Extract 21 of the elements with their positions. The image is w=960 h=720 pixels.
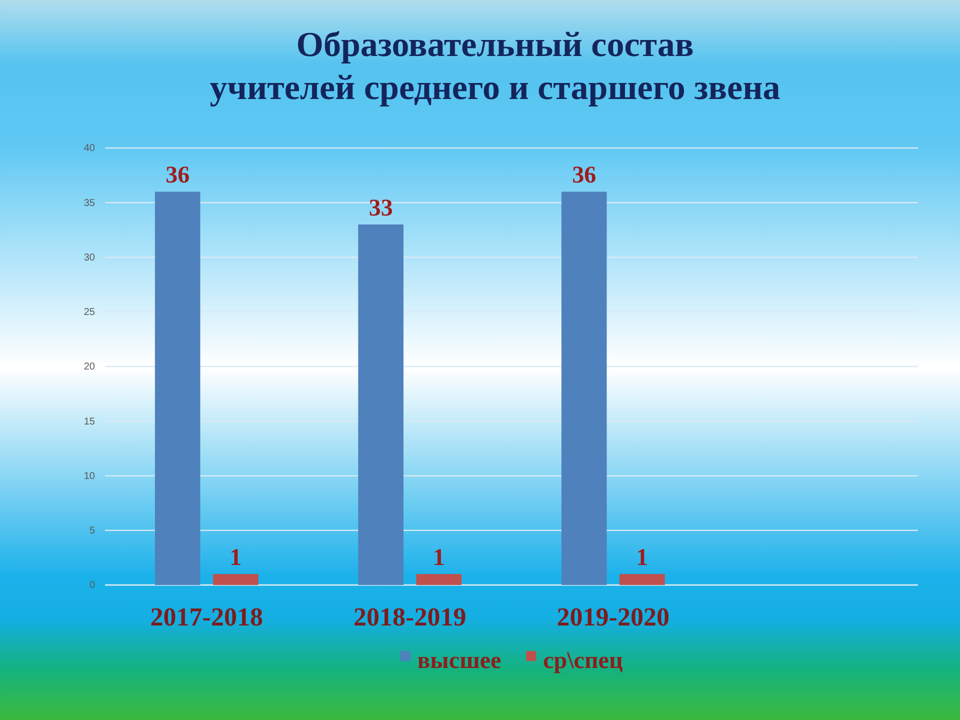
data-label: 33 bbox=[368, 195, 393, 222]
x-tick-label: 2017-2018 bbox=[150, 602, 263, 632]
y-tick-label: 40 bbox=[84, 143, 96, 154]
data-label: 1 bbox=[230, 545, 242, 572]
legend-label: ср\спец bbox=[543, 648, 623, 674]
y-tick-label: 30 bbox=[84, 252, 96, 264]
y-tick-label: 0 bbox=[89, 580, 96, 592]
x-tick-label: 2019-2020 bbox=[556, 602, 670, 632]
data-label: 1 bbox=[636, 545, 648, 572]
chart-title: Образовательный состав учителей среднего и старшего звена bbox=[210, 25, 780, 107]
legend-label: высшее bbox=[417, 648, 502, 674]
y-tick-label: 25 bbox=[84, 307, 96, 318]
y-tick-label: 20 bbox=[84, 362, 96, 373]
data-label: 36 bbox=[572, 162, 596, 189]
data-label: 1 bbox=[432, 545, 445, 572]
data-label: 36 bbox=[166, 162, 190, 189]
y-tick-label: 35 bbox=[84, 198, 96, 209]
x-tick-label: 2018-2019 bbox=[354, 602, 466, 632]
y-tick-label: 15 bbox=[84, 416, 96, 428]
y-tick-label: 5 bbox=[89, 526, 96, 537]
y-tick-label: 10 bbox=[84, 470, 96, 482]
